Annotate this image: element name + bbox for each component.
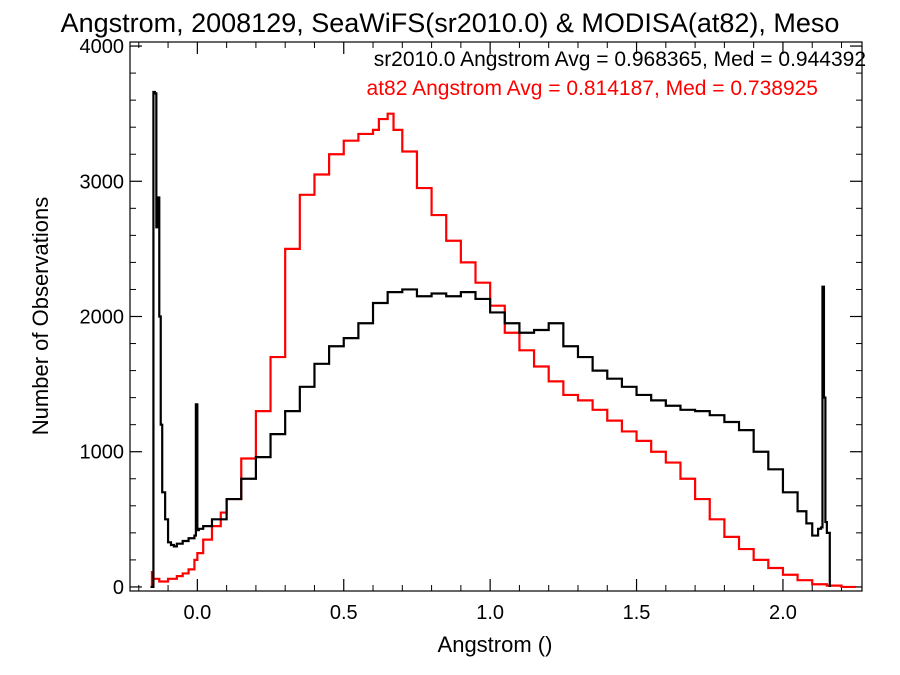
y-tick-label: 1000 (80, 442, 125, 464)
y-tick-label: 0 (113, 577, 124, 599)
y-tick-label: 4000 (80, 36, 125, 58)
chart-title: Angstrom, 2008129, SeaWiFS(sr2010.0) & M… (61, 8, 840, 38)
annotation-at82-stats: at82 Angstrom Avg = 0.814187, Med = 0.73… (367, 77, 818, 100)
plot-frame (129, 41, 863, 592)
y-tick-label: 2000 (80, 307, 125, 329)
x-tick-label: 1.5 (623, 602, 651, 624)
x-tick-label: 0.0 (183, 602, 211, 624)
x-axis-ticks: 0.0 0.5 1.0 1.5 2.0 (138, 42, 843, 624)
y-axis-label: Number of Observations (28, 197, 53, 435)
series-line-at82 (150, 112, 857, 589)
x-tick-label: 1.0 (476, 602, 504, 624)
x-tick-label: 2.0 (769, 602, 797, 624)
y-tick-label: 3000 (80, 171, 125, 193)
series-line-sr2010.0 (150, 90, 831, 589)
x-axis-label: Angstrom () (438, 632, 553, 657)
series-layer (150, 90, 857, 589)
x-tick-label: 0.5 (330, 602, 358, 624)
annotation-sr2010-stats: sr2010.0 Angstrom Avg = 0.968365, Med = … (374, 48, 866, 71)
